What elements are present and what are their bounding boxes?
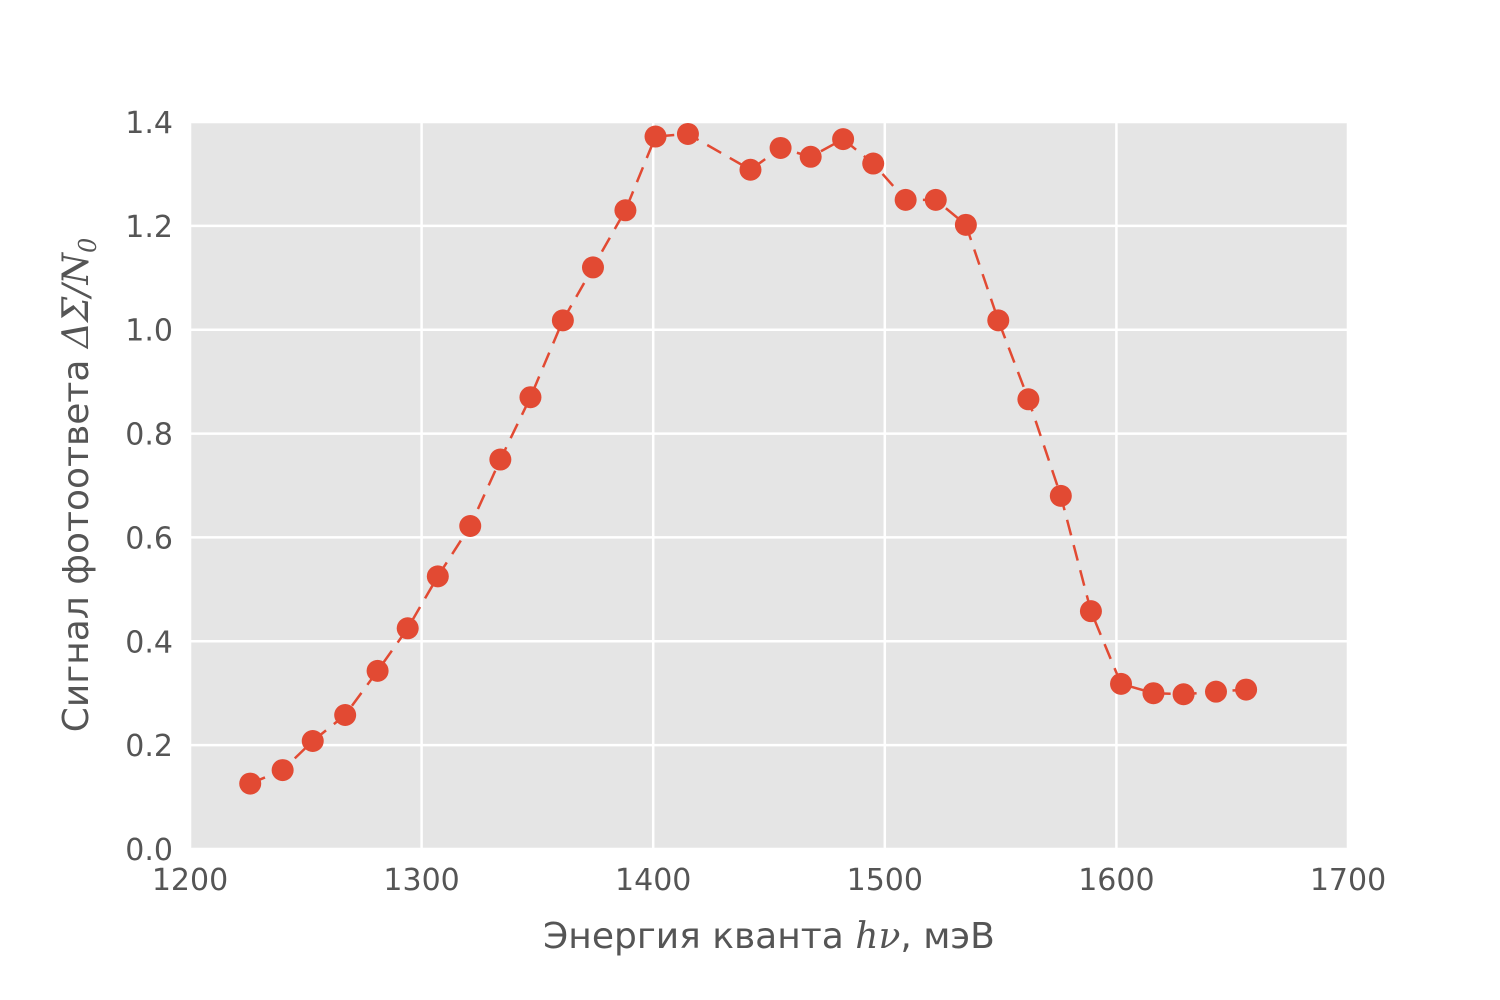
data-point	[1142, 682, 1165, 705]
data-point	[1172, 683, 1195, 706]
data-point	[987, 309, 1010, 332]
data-point	[799, 145, 822, 168]
data-point	[334, 704, 357, 727]
series-layer	[239, 122, 1258, 795]
data-point	[551, 309, 574, 332]
y-tick-label: 0.0	[125, 833, 173, 868]
data-point	[239, 772, 262, 795]
data-point	[1079, 600, 1102, 623]
data-point	[581, 256, 604, 279]
plot-background	[190, 122, 1348, 849]
grid	[188, 120, 1350, 851]
data-point	[271, 759, 294, 782]
data-point	[676, 122, 699, 145]
y-tick-label: 1.4	[125, 106, 173, 141]
y-tick-label: 0.2	[125, 729, 173, 764]
data-point	[459, 515, 482, 538]
y-axis-label: Сигнал фотоответа ΔΣ/N0	[56, 238, 102, 733]
y-tick-label: 0.6	[125, 521, 173, 556]
x-axis-label-unit: , мэВ	[900, 916, 995, 957]
x-tick-label: 1400	[615, 863, 691, 898]
data-point	[489, 448, 512, 471]
data-point	[519, 386, 542, 409]
y-tick-labels: 0.0 0.2 0.4 0.6 0.8 1.0 1.2 1.4	[125, 106, 173, 868]
data-point	[614, 199, 637, 222]
x-axis-label: Энергия кванта hν, мэВ	[543, 916, 995, 957]
data-point	[426, 565, 449, 588]
x-axis-label-text: Энергия кванта	[543, 916, 855, 957]
data-point	[954, 213, 977, 236]
x-tick-label: 1300	[383, 863, 459, 898]
y-tick-label: 0.8	[125, 418, 173, 453]
data-point	[1017, 388, 1040, 411]
x-tick-label: 1500	[847, 863, 923, 898]
data-point	[1235, 678, 1258, 701]
data-point	[739, 158, 762, 181]
data-point	[862, 152, 885, 175]
data-point	[894, 188, 917, 211]
y-tick-label: 1.2	[125, 210, 173, 245]
data-point	[924, 188, 947, 211]
data-point	[1049, 484, 1072, 507]
y-axis-label-subscript: 0	[74, 238, 102, 253]
y-axis-label-text: Сигнал фотоответа	[56, 348, 97, 732]
data-point	[769, 136, 792, 159]
y-tick-label: 1.0	[125, 314, 173, 349]
x-tick-label: 1600	[1078, 863, 1154, 898]
data-point	[1110, 672, 1133, 695]
x-tick-label: 1700	[1310, 863, 1386, 898]
x-tick-labels: 1200 1300 1400 1500 1600 1700	[152, 863, 1386, 898]
data-point	[301, 729, 324, 752]
x-axis-label-math: hν	[855, 916, 900, 957]
data-point	[366, 659, 389, 682]
data-point	[1204, 680, 1227, 703]
data-point	[396, 617, 419, 640]
data-point	[644, 125, 667, 148]
data-point	[832, 128, 855, 151]
y-tick-label: 0.4	[125, 625, 173, 660]
y-axis-label-math: ΔΣ/N	[56, 252, 97, 351]
x-tick-label: 1200	[152, 863, 228, 898]
